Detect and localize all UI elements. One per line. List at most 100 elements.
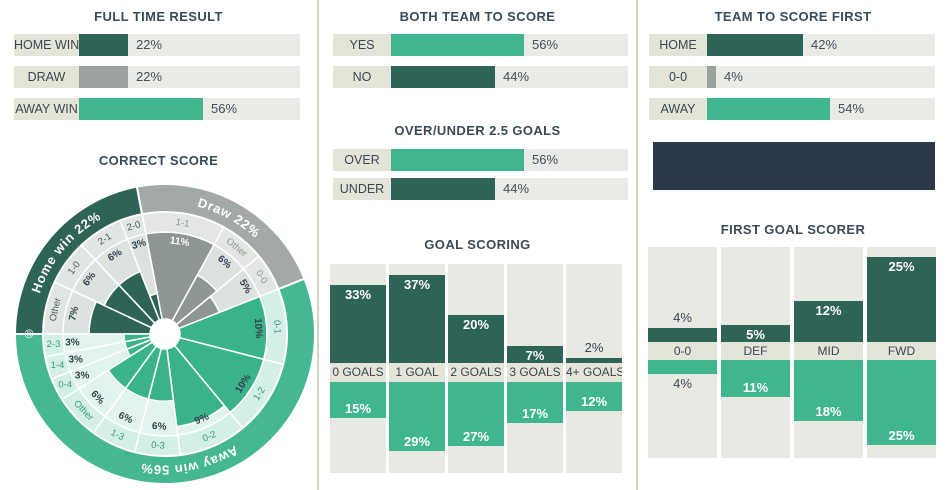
bar-value: 44% [503,69,530,84]
bottom-track: 17% [507,382,563,473]
top-bar-value: 12% [815,303,842,319]
bar-fill [707,34,803,56]
result-row-away: AWAY 54% [649,98,935,120]
score-column-0-goals: 33% 0 GOALS 15% [330,264,386,473]
row-label: HOME WIN [14,34,79,56]
category-label: 1 GOAL [389,363,445,382]
bottom-bar-value: 29% [403,434,431,449]
row-label: UNDER [333,178,391,200]
bottom-bar [507,382,563,423]
column-middle: BOTH TEAM TO SCORE YES 56% NO 44% OVER/UNDE… [319,0,636,490]
bottom-bar-value: 27% [462,429,490,445]
result-row-yes: YES 56% [333,34,628,56]
category-label: 3 GOALS [507,363,563,382]
top-track: 25% [867,247,936,342]
top-track: 37% [389,264,445,363]
team-to-score-first-title: TEAM TO SCORE FIRST [714,9,872,24]
bar-value: 4% [724,69,743,84]
result-row-0-0: 0-0 4% [649,66,935,88]
banner-placeholder [653,142,935,190]
category-label: FWD [867,342,936,360]
score-label-1-1: 1-1 [175,217,190,230]
bar-value: 22% [136,69,163,84]
wheel-center-hole [150,319,180,349]
goal-scoring-title: GOAL SCORING [424,237,531,252]
top-bar [648,328,717,342]
bottom-track: 25% [867,360,936,458]
top-bar [330,284,386,363]
bottom-bar [448,382,504,447]
score-pct-0-2: 9% [193,411,211,427]
bar-value: 54% [838,101,865,116]
result-row-away-win: AWAY WIN 56% [14,98,300,120]
bar-fill [707,66,717,88]
bar-track: 56% [391,149,628,171]
bottom-bar [721,360,790,398]
row-label: AWAY [649,98,707,120]
bottom-track: 15% [330,382,386,473]
score-pct-0-3: 6% [152,421,167,433]
score-label-0-2: 0-2 [201,429,218,445]
score-pct-0-1: 10% [252,318,264,339]
bar-track: 56% [79,98,300,120]
category-label: DEF [721,342,790,360]
bar-track: 22% [79,34,300,56]
bar-track: 44% [391,178,628,200]
bar-fill [391,178,496,200]
score-column-def: 5% DEF 11% [721,247,790,458]
score-label-2-3: 2-3 [47,339,61,350]
top-track: 33% [330,264,386,363]
bar-value: 22% [136,37,163,52]
category-label: MID [794,342,863,360]
outcome-ring-away-win [13,277,316,485]
result-row-home-win: HOME WIN 22% [14,34,300,56]
top-bar [507,346,563,363]
row-label: HOME [649,34,707,56]
top-bar-value: 20% [462,317,490,333]
bar-fill [79,66,128,88]
category-label: 0 GOALS [330,363,386,382]
bar-value: 56% [532,152,559,167]
bar-track: 22% [79,66,300,88]
bottom-bar-value: 18% [815,404,842,420]
top-bar-value: 2% [584,340,604,356]
result-row-over: OVER 56% [333,149,628,171]
first-goal-scorer-title: FIRST GOAL SCORER [720,222,866,237]
bottom-bar-value: 15% [344,400,372,416]
row-label: DRAW [14,66,79,88]
top-bar-value: 25% [888,259,915,274]
row-label: 0-0 [649,66,707,88]
top-bar [721,325,790,342]
bar-track: 54% [707,98,935,120]
row-label: AWAY WIN [14,98,79,120]
score-pct-1-1: 11% [169,235,190,249]
category-label: 2 GOALS [448,363,504,382]
bar-track: 56% [391,34,628,56]
bottom-track: 27% [448,382,504,473]
correct-score-title: CORRECT SCORE [98,153,219,168]
bottom-bar [648,360,717,374]
bottom-bar-value: 25% [888,428,915,443]
bar-fill [391,66,496,88]
top-track: 12% [794,247,863,342]
score-column-0-0: 4% 0-0 4% [648,247,717,458]
result-row-draw: DRAW 22% [14,66,300,88]
category-label: 0-0 [648,342,717,360]
bar-track: 42% [707,34,935,56]
over-under-title: OVER/UNDER 2.5 GOALS [394,123,561,138]
row-label: NO [333,66,391,88]
column-right: TEAM TO SCORE FIRST HOME 42% 0-0 4% AWAY 54% … [638,0,948,490]
full-time-result-title: FULL TIME RESULT [94,9,223,24]
bar-fill [707,98,831,120]
top-bar-value: 7% [525,348,545,364]
bar-value: 56% [211,101,238,116]
column-divider-right [636,0,638,490]
bottom-track: 11% [721,360,790,458]
column-left: FULL TIME RESULT HOME WIN 22% DRAW 22% AWAY … [0,0,317,490]
top-bar-value: 37% [403,276,431,292]
score-pct-2-0: 3% [131,237,148,252]
top-track: 7% [507,264,563,363]
both-team-to-score-title: BOTH TEAM TO SCORE [399,9,556,24]
bottom-bar [389,382,445,451]
